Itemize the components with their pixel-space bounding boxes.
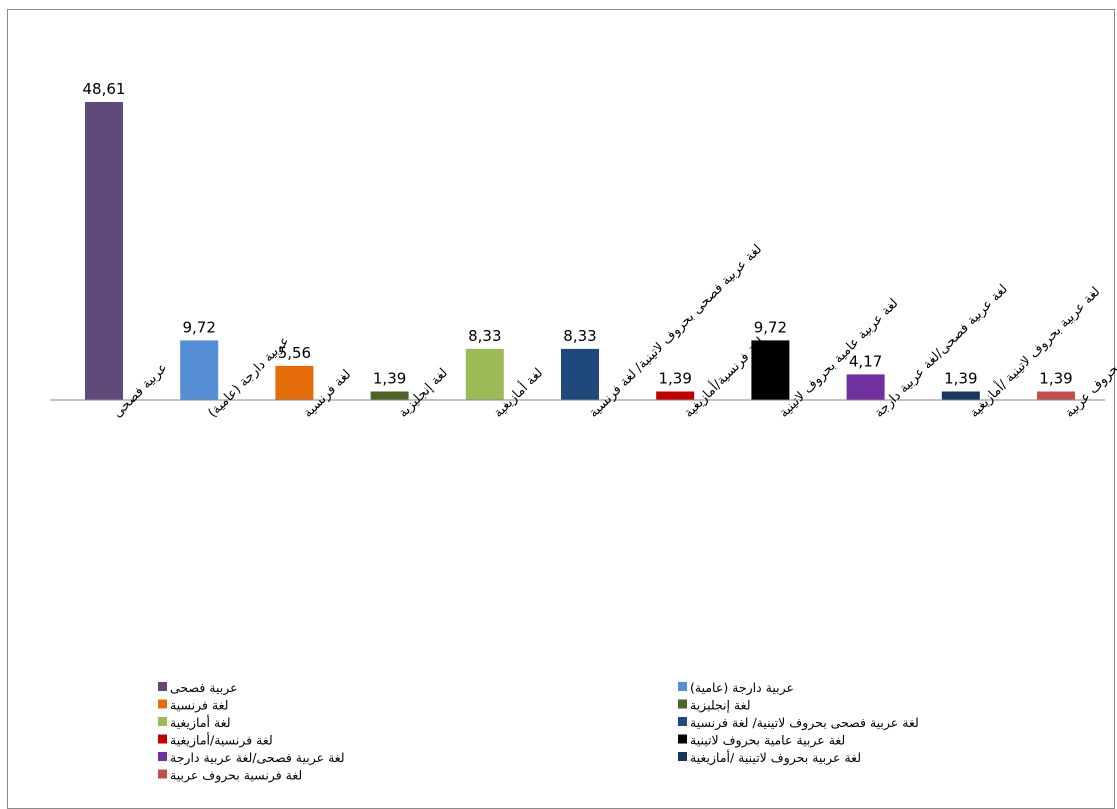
bar-8 — [751, 340, 790, 400]
bar-11 — [1037, 391, 1075, 400]
legend-swatch-11 — [158, 769, 167, 779]
legend-label-4: لغة إنجليزية — [690, 698, 751, 714]
legend-swatch-9 — [158, 752, 167, 761]
legend-label-8: لغة عربية عامية بحروف لاتينية — [690, 733, 845, 749]
bars-layer — [85, 102, 1075, 400]
value-label-9: 4,17 — [849, 352, 882, 370]
bar-10 — [941, 391, 980, 400]
value-label-2: 9,72 — [182, 318, 215, 336]
bar-3 — [275, 365, 314, 400]
legend-swatch-2 — [678, 682, 687, 691]
legend-label-10: لغة عربية بحروف لاتينية /أمازيغية — [690, 749, 861, 766]
legend-label-6: لغة عربية فصحى بحروف لاتينية/ لغة فرنسية — [690, 715, 919, 731]
value-label-10: 1,39 — [944, 370, 977, 388]
legend-label-2: عربية دارجة (عامية) — [690, 680, 794, 696]
value-label-3: 5,56 — [278, 344, 311, 362]
legend-label-9: لغة عربية فصحى/لغة عربية دارجة — [170, 750, 345, 766]
value-label-1: 48,61 — [83, 80, 126, 98]
value-label-4: 1,39 — [373, 370, 406, 388]
bar-4 — [370, 391, 409, 400]
legend-swatch-7 — [158, 734, 167, 744]
legend-label-11: لغة فرنسية بحروف عربية — [170, 768, 302, 784]
legend-swatch-8 — [678, 734, 687, 744]
category-label-11: لغة فرنسية بحروف عربية — [1062, 313, 1117, 421]
legend: عربية فصحى عربية دارجة (عامية)لغة فرنسية ل… — [158, 680, 919, 784]
bar-5 — [465, 348, 504, 400]
value-label-7: 1,39 — [658, 370, 691, 388]
value-labels-layer: 48,61 9,72 5,56 1,39 8,33 8,33 1,39 9,72 4,17 1,3… — [83, 80, 1073, 388]
value-label-6: 8,33 — [563, 327, 596, 345]
value-label-5: 8,33 — [468, 327, 501, 345]
bar-7 — [656, 391, 695, 400]
value-label-8: 9,72 — [754, 318, 787, 336]
legend-swatch-3 — [158, 699, 167, 709]
legend-swatch-6 — [678, 717, 687, 726]
legend-label-5: لغة أمازيغية — [170, 714, 231, 731]
legend-swatch-5 — [158, 717, 167, 726]
bar-1 — [85, 102, 123, 400]
value-label-11: 1,39 — [1039, 370, 1072, 388]
legend-swatch-1 — [158, 682, 167, 691]
chart-frame — [7, 9, 1115, 809]
legend-label-1: عربية فصحى — [170, 680, 238, 696]
legend-label-3: لغة فرنسية — [170, 698, 229, 714]
bar-9 — [846, 374, 885, 400]
legend-label-7: لغة فرنسية/أمازيغية — [170, 732, 273, 749]
bar-6 — [561, 348, 599, 400]
legend-swatch-4 — [678, 699, 687, 709]
legend-swatch-10 — [678, 752, 687, 761]
bar-2 — [180, 340, 219, 400]
